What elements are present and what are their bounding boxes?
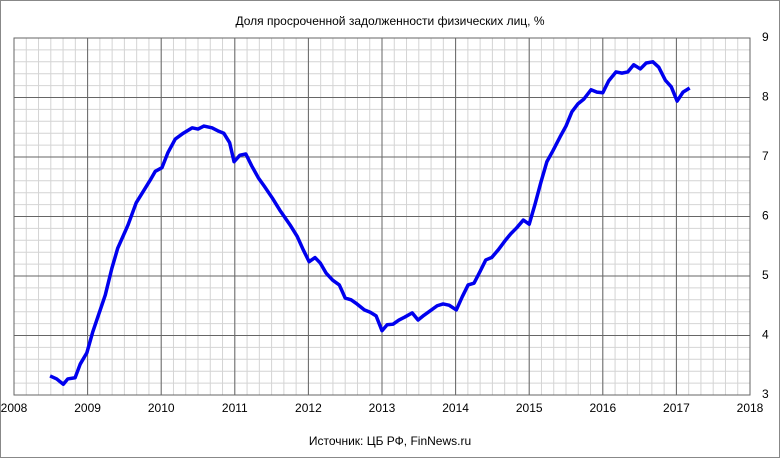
y-tick-label: 6: [762, 209, 769, 223]
plot-border: [13, 37, 751, 396]
y-tick-label: 5: [762, 268, 769, 282]
x-tick-label: 2017: [663, 401, 690, 415]
y-tick-label: 4: [762, 328, 769, 342]
chart-title: Доля просроченной задолженности физическ…: [236, 14, 545, 28]
x-tick-label: 2010: [148, 401, 175, 415]
x-tick-label: 2013: [369, 401, 396, 415]
y-tick-label: 9: [762, 30, 769, 44]
x-tick-label: 2009: [74, 401, 101, 415]
x-tick-label: 2015: [516, 401, 543, 415]
y-tick-label: 8: [762, 90, 769, 104]
x-tick-label: 2008: [1, 401, 28, 415]
x-tick-label: 2018: [737, 401, 764, 415]
x-tick-label: 2016: [589, 401, 616, 415]
data-line: [49, 60, 691, 387]
y-tick-label: 3: [762, 387, 769, 401]
x-tick-label: 2012: [295, 401, 322, 415]
x-tick-label: 2011: [222, 401, 248, 415]
y-tick-label: 7: [762, 149, 769, 163]
source-note: Источник: ЦБ РФ, FinNews.ru: [309, 434, 471, 448]
x-tick-label: 2014: [442, 401, 469, 415]
